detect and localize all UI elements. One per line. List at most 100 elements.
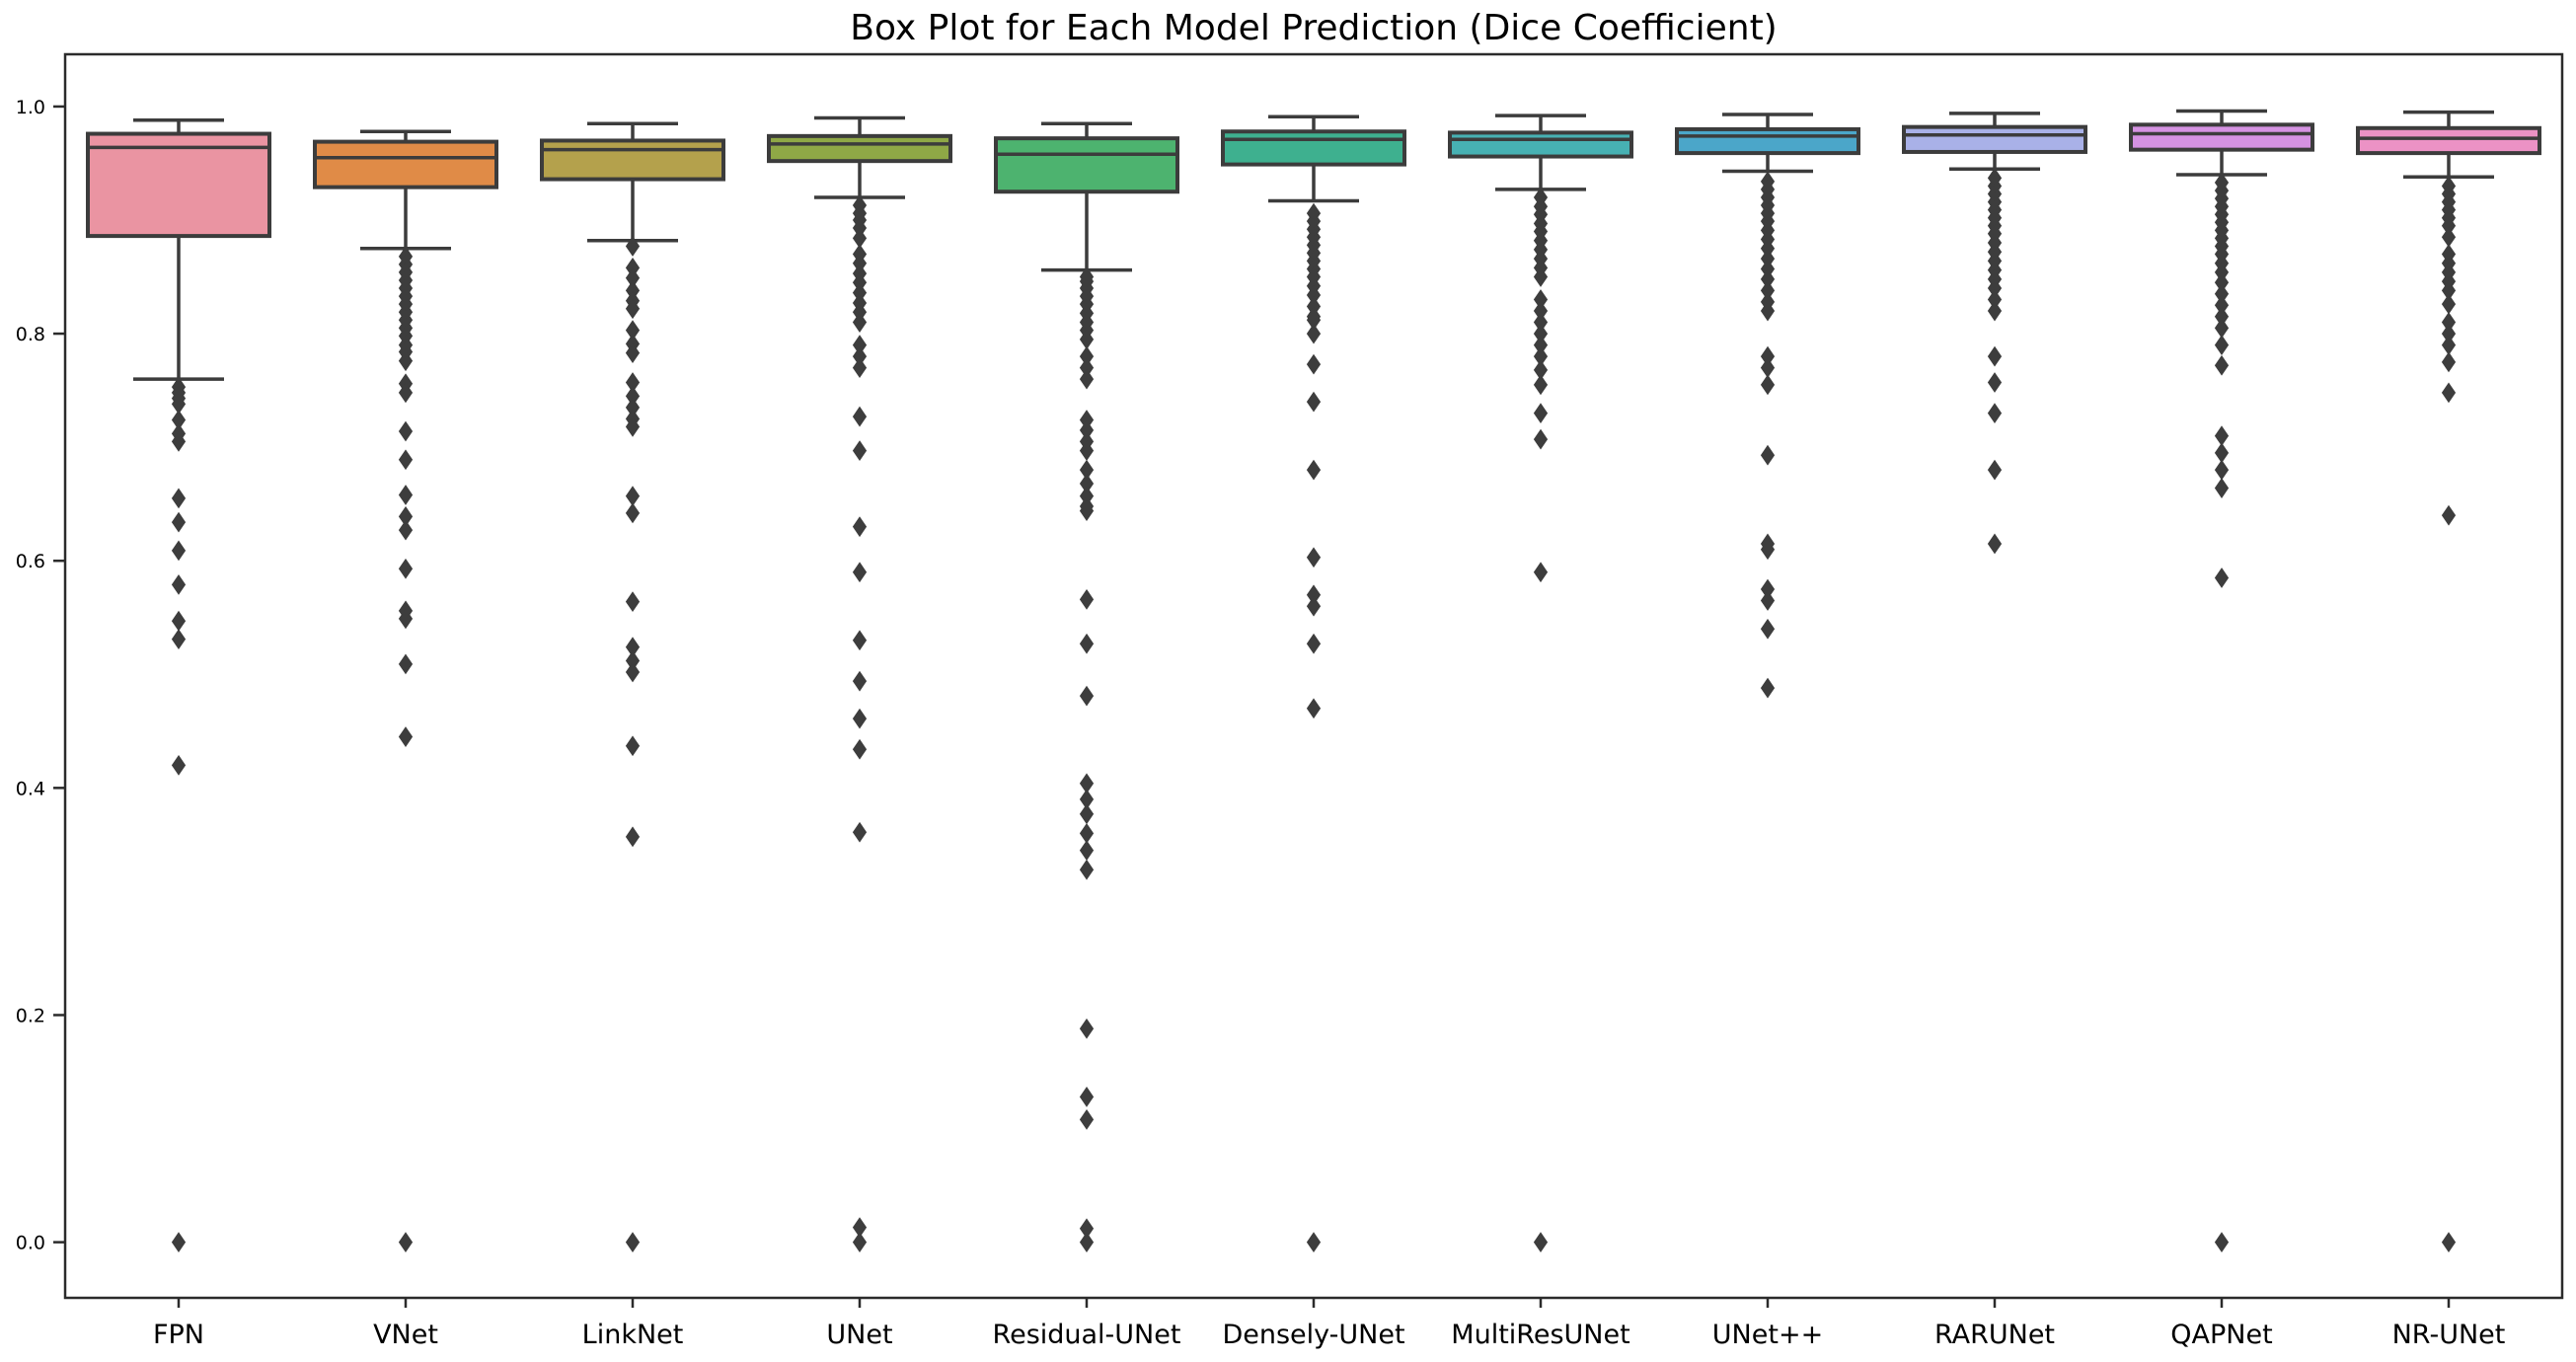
- x-tick-label: LinkNet: [582, 1320, 684, 1350]
- x-tick-label: VNet: [373, 1320, 438, 1350]
- outlier-point: [852, 708, 868, 729]
- box-group-LinkNet: LinkNet: [540, 121, 725, 1350]
- outlier-point: [852, 406, 868, 427]
- outlier-point: [2214, 1232, 2230, 1253]
- outlier-point: [171, 610, 187, 632]
- iqr-box: [313, 139, 498, 189]
- x-tick-label: FPN: [153, 1320, 204, 1350]
- box-group-VNet: VNet: [313, 129, 498, 1350]
- outlier-point: [625, 486, 641, 507]
- box-group-QAPNet: QAPNet: [2129, 109, 2314, 1350]
- outlier-point: [398, 449, 414, 471]
- outlier-point: [2214, 317, 2230, 339]
- outlier-point: [1079, 1108, 1095, 1130]
- box-group-UNet++: UNet++: [1675, 113, 1860, 1350]
- box-group-NR-UNet: NR-UNet: [2356, 110, 2541, 1350]
- outlier-point: [398, 519, 414, 541]
- outlier-point: [1079, 840, 1095, 862]
- outlier-point: [1760, 677, 1776, 699]
- outlier-point: [1306, 633, 1322, 654]
- outlier-point: [1079, 588, 1095, 610]
- outlier-point: [171, 488, 187, 509]
- outlier-point: [2441, 504, 2457, 526]
- outlier-point: [171, 754, 187, 776]
- outlier-point: [1987, 300, 2003, 322]
- outlier-point: [625, 735, 641, 757]
- outlier-point: [171, 1232, 187, 1253]
- iqr-box: [2129, 122, 2314, 152]
- outlier-point: [1760, 590, 1776, 611]
- outlier-point: [2214, 442, 2230, 464]
- y-tick-label: 1.0: [16, 97, 45, 118]
- outlier-point: [398, 558, 414, 579]
- outlier-point: [625, 502, 641, 524]
- outlier-point: [625, 236, 641, 257]
- box-group-UNet: UNet: [767, 115, 952, 1350]
- outlier-point: [398, 726, 414, 747]
- x-tick-label: QAPNet: [2170, 1320, 2272, 1350]
- outlier-point: [171, 540, 187, 562]
- outlier-point: [1533, 403, 1549, 424]
- outlier-point: [1079, 803, 1095, 825]
- box-group-MultiResUNet: MultiResUNet: [1448, 114, 1633, 1350]
- outlier-point: [2441, 226, 2457, 248]
- box-group-Densely-UNet: Densely-UNet: [1221, 114, 1406, 1350]
- outlier-point: [1760, 300, 1776, 322]
- outlier-point: [1760, 374, 1776, 396]
- outlier-point: [398, 608, 414, 630]
- outlier-point: [171, 629, 187, 649]
- outlier-point: [398, 653, 414, 675]
- outlier-point: [1306, 353, 1322, 375]
- y-tick-label: 0.8: [16, 324, 45, 345]
- x-tick-label: UNet: [826, 1320, 892, 1350]
- iqr-box: [2356, 125, 2541, 156]
- y-tick-label: 0.0: [16, 1233, 45, 1254]
- outlier-point: [852, 738, 868, 760]
- box-group-RARUNet: RARUNet: [1902, 112, 2087, 1350]
- outlier-point: [1987, 345, 2003, 367]
- outlier-point: [1533, 1232, 1549, 1253]
- box-group-FPN: FPN: [86, 117, 271, 1350]
- outlier-point: [625, 826, 641, 848]
- x-tick-label: Densely-UNet: [1222, 1320, 1404, 1350]
- outlier-point: [1079, 633, 1095, 654]
- outlier-point: [2441, 351, 2457, 373]
- outlier-point: [1533, 428, 1549, 450]
- box-group-Residual-UNet: Residual-UNet: [993, 121, 1181, 1350]
- outlier-point: [625, 298, 641, 320]
- x-tick-label: UNet++: [1712, 1320, 1823, 1350]
- outlier-point: [171, 573, 187, 595]
- outlier-point: [2441, 293, 2457, 315]
- outlier-point: [852, 516, 868, 538]
- chart-title: Box Plot for Each Model Prediction (Dice…: [850, 8, 1778, 48]
- iqr-box: [994, 136, 1179, 194]
- x-tick-label: RARUNet: [1934, 1320, 2055, 1350]
- outlier-point: [1306, 698, 1322, 719]
- outlier-point: [1987, 403, 2003, 424]
- outlier-point: [852, 821, 868, 843]
- outlier-point: [2214, 425, 2230, 447]
- outlier-point: [2441, 335, 2457, 355]
- outlier-point: [1987, 372, 2003, 393]
- outlier-point: [1306, 1232, 1322, 1253]
- outlier-point: [398, 1232, 414, 1253]
- outlier-point: [1760, 618, 1776, 640]
- outlier-point: [625, 661, 641, 683]
- outlier-point: [852, 670, 868, 692]
- outlier-point: [1306, 323, 1322, 344]
- outlier-point: [1760, 539, 1776, 561]
- outlier-point: [2214, 478, 2230, 498]
- outlier-point: [852, 630, 868, 651]
- iqr-box: [1902, 124, 2087, 154]
- outlier-point: [1079, 822, 1095, 844]
- outlier-point: [1760, 357, 1776, 378]
- x-tick-label: Residual-UNet: [993, 1320, 1181, 1350]
- outlier-point: [2214, 459, 2230, 481]
- outlier-point: [1533, 374, 1549, 396]
- iqr-box: [1221, 129, 1406, 167]
- outlier-point: [625, 342, 641, 364]
- outlier-point: [398, 350, 414, 372]
- outlier-point: [625, 591, 641, 613]
